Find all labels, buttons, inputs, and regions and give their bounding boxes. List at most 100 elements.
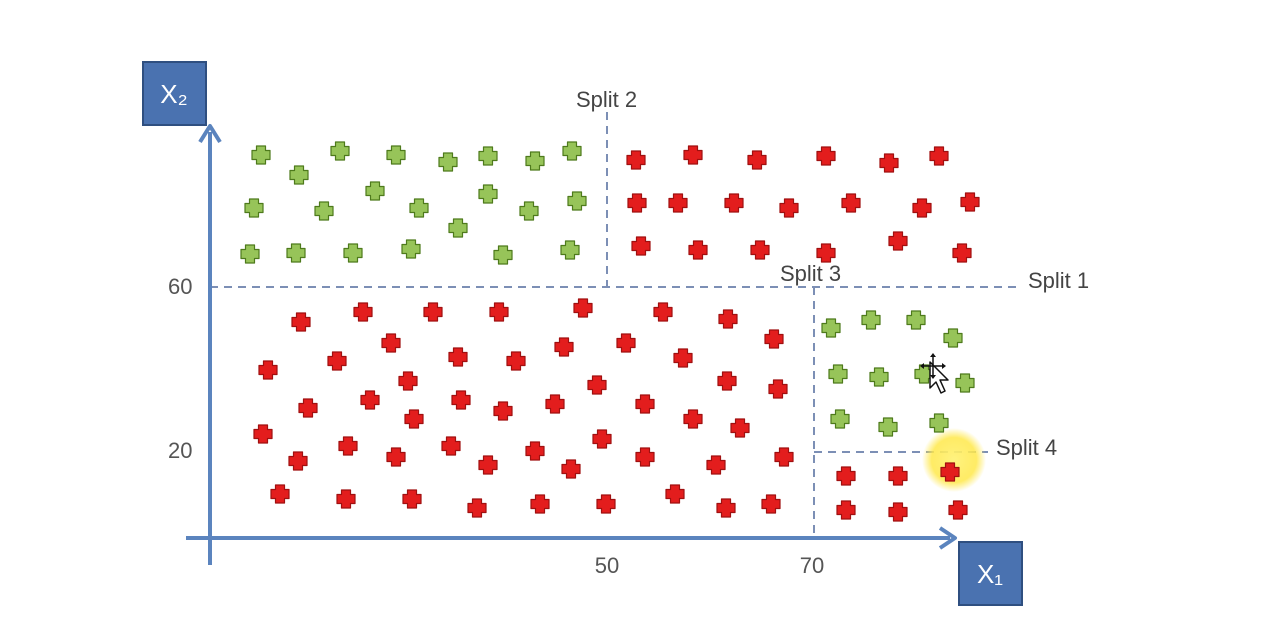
red-plus-icon	[423, 302, 443, 322]
x-axis-arrow-icon	[938, 526, 957, 550]
x-tick-label: 50	[595, 553, 619, 578]
split-2-label: Split 2	[576, 87, 637, 112]
red-plus-icon	[596, 494, 616, 514]
red-plus-icon	[724, 193, 744, 213]
red-plus-icon	[718, 309, 738, 329]
red-plus-icon	[779, 198, 799, 218]
red-plus-icon	[816, 243, 836, 263]
x-tick-label: 70	[800, 553, 824, 578]
green-plus-icon	[365, 181, 385, 201]
split-4-label: Split 4	[996, 435, 1057, 460]
green-plus-icon	[955, 373, 975, 393]
red-plus-icon	[929, 146, 949, 166]
y-axis-label: X₂	[160, 79, 187, 109]
red-plus-icon	[525, 441, 545, 461]
green-plus-icon	[244, 198, 264, 218]
green-plus-icon	[401, 239, 421, 259]
red-plus-icon	[668, 193, 688, 213]
red-plus-icon	[673, 348, 693, 368]
red-plus-icon	[836, 466, 856, 486]
red-plus-icon	[626, 150, 646, 170]
red-plus-icon	[952, 243, 972, 263]
red-plus-icon	[291, 312, 311, 332]
red-plus-icon	[635, 447, 655, 467]
green-plus-icon	[240, 244, 260, 264]
red-plus-icon	[288, 451, 308, 471]
green-plus-icon	[493, 245, 513, 265]
red-plus-icon	[353, 302, 373, 322]
red-plus-icon	[879, 153, 899, 173]
red-plus-icon	[683, 409, 703, 429]
red-plus-icon	[747, 150, 767, 170]
green-plus-icon	[525, 151, 545, 171]
red-plus-icon	[750, 240, 770, 260]
red-plus-icon	[841, 193, 861, 213]
red-plus-icon	[888, 231, 908, 251]
green-plus-icon	[289, 165, 309, 185]
green-plus-icon	[314, 201, 334, 221]
green-plus-icon	[478, 146, 498, 166]
red-plus-icon	[404, 409, 424, 429]
red-plus-icon	[592, 429, 612, 449]
red-plus-icon	[530, 494, 550, 514]
red-plus-icon	[716, 498, 736, 518]
red-plus-icon	[764, 329, 784, 349]
red-plus-icon	[402, 489, 422, 509]
green-plus-icon	[478, 184, 498, 204]
red-plus-icon	[336, 489, 356, 509]
red-plus-icon	[360, 390, 380, 410]
green-plus-icon	[343, 243, 363, 263]
move-cursor-icon	[920, 353, 946, 379]
split-1-label: Split 1	[1028, 268, 1089, 293]
green-plus-icon	[448, 218, 468, 238]
x-axis-label-box: X₁	[958, 541, 1023, 606]
red-plus-icon	[587, 375, 607, 395]
green-plus-icon	[330, 141, 350, 161]
red-plus-icon	[836, 500, 856, 520]
green-plus-icon	[519, 201, 539, 221]
green-plus-icon	[567, 191, 587, 211]
red-plus-icon	[441, 436, 461, 456]
cursor-highlight	[922, 428, 986, 492]
data-points	[240, 141, 980, 522]
red-plus-icon	[493, 401, 513, 421]
red-plus-icon	[888, 466, 908, 486]
red-plus-icon	[816, 146, 836, 166]
green-plus-icon	[878, 417, 898, 437]
green-plus-icon	[560, 240, 580, 260]
green-plus-icon	[914, 364, 934, 384]
red-plus-icon	[912, 198, 932, 218]
green-plus-icon	[821, 318, 841, 338]
green-plus-icon	[906, 310, 926, 330]
red-plus-icon	[616, 333, 636, 353]
x-axis-label: X₁	[977, 559, 1003, 589]
green-plus-icon	[562, 141, 582, 161]
green-plus-icon	[828, 364, 848, 384]
red-plus-icon	[448, 347, 468, 367]
y-tick-label: 60	[168, 274, 192, 299]
red-plus-icon	[665, 484, 685, 504]
red-plus-icon	[506, 351, 526, 371]
red-plus-icon	[478, 455, 498, 475]
red-plus-icon	[327, 351, 347, 371]
split-3-label: Split 3	[780, 261, 841, 286]
mouse-pointer-icon	[929, 361, 949, 394]
red-plus-icon	[774, 447, 794, 467]
red-plus-icon	[573, 298, 593, 318]
red-plus-icon	[386, 447, 406, 467]
green-plus-icon	[929, 413, 949, 433]
green-plus-icon	[830, 409, 850, 429]
red-plus-icon	[730, 418, 750, 438]
red-plus-icon	[258, 360, 278, 380]
red-plus-icon	[631, 236, 651, 256]
y-axis-arrow-icon	[198, 124, 222, 144]
green-plus-icon	[251, 145, 271, 165]
red-plus-icon	[888, 502, 908, 522]
red-plus-icon	[688, 240, 708, 260]
red-plus-icon	[960, 192, 980, 212]
red-plus-icon	[398, 371, 418, 391]
green-plus-icon	[861, 310, 881, 330]
y-axis-label-box: X₂	[142, 61, 207, 126]
